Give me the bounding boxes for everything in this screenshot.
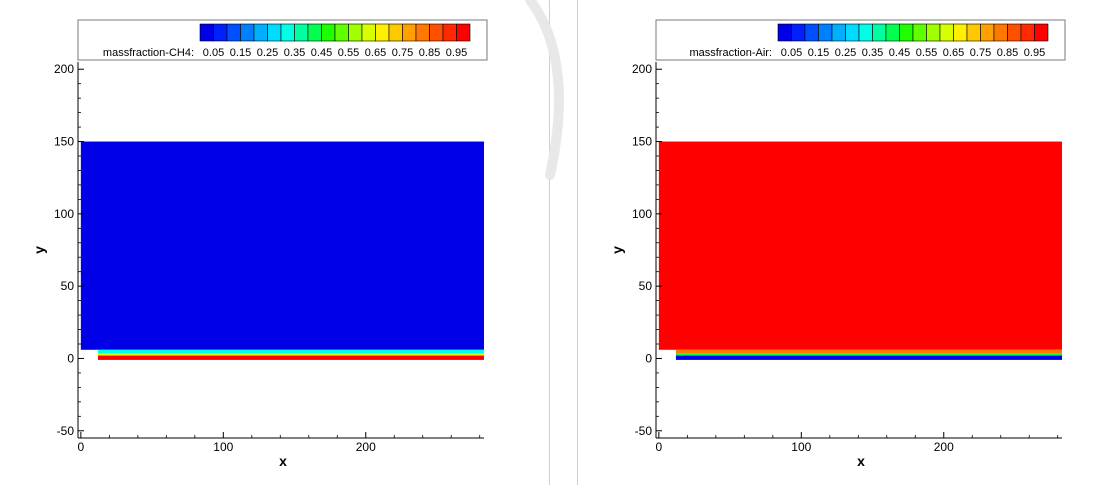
- colorbar-tick-label: 0.45: [889, 47, 910, 59]
- colorbar-swatch: [993, 23, 1008, 42]
- colorbar-swatch: [415, 23, 430, 42]
- contour-plot-ch4: massfraction-CH4: 0.05 0.15 0.25 0.35 0.45 0.5…: [31, 19, 488, 469]
- x-tick-label: 100: [213, 440, 233, 454]
- colorbar-swatch: [334, 23, 349, 42]
- y-tick-label: 200: [54, 62, 74, 76]
- colorbar-swatch: [1034, 23, 1049, 42]
- colorbar-tick-label: 0.75: [970, 47, 991, 59]
- colorbar-swatch: [858, 23, 873, 42]
- colorbar-tick-label: 0.05: [203, 47, 224, 59]
- colorbar-swatch: [226, 23, 241, 42]
- colorbar-swatch: [456, 23, 471, 42]
- field-region-upper-band: [97, 349, 485, 354]
- colorbar-swatch: [294, 23, 309, 42]
- colorbar-swatch: [375, 23, 390, 42]
- colorbar-swatch: [213, 23, 228, 42]
- x-tick-label: 200: [356, 440, 376, 454]
- colorbar-label: massfraction-Air:: [689, 47, 772, 59]
- x-axis-label: x: [279, 453, 287, 469]
- colorbar-swatch: [791, 23, 806, 42]
- colorbar-tick-label: 0.45: [311, 47, 332, 59]
- x-tick-label: 100: [791, 440, 811, 454]
- colorbar-swatch: [872, 23, 887, 42]
- colorbar-swatch: [804, 23, 819, 42]
- colorbar-tick-label: 0.35: [862, 47, 883, 59]
- colorbar-tick-label: 0.25: [835, 47, 856, 59]
- watermark-stroke: [525, 0, 564, 180]
- y-tick-label: 100: [54, 207, 74, 221]
- colorbar-swatch: [253, 23, 268, 42]
- colorbar-swatch: [939, 23, 954, 42]
- colorbar-tick-label: 0.85: [997, 47, 1018, 59]
- colorbar-tick-label: 0.55: [916, 47, 937, 59]
- x-axis-label: x: [857, 453, 865, 469]
- y-tick-label: 50: [639, 279, 653, 293]
- colorbar-swatch: [831, 23, 846, 42]
- colorbar-tick-label: 0.65: [365, 47, 386, 59]
- colorbar-swatch: [267, 23, 282, 42]
- colorbar-label: massfraction-CH4:: [103, 47, 194, 59]
- colorbar-swatch: [442, 23, 457, 42]
- y-tick-label: 150: [54, 135, 74, 149]
- colorbar-tick-label: 0.15: [230, 47, 251, 59]
- chart-panel-ch4: massfraction-CH4: 0.05 0.15 0.25 0.35 0.45 0.5…: [0, 0, 550, 485]
- colorbar-tick-label: 0.75: [392, 47, 413, 59]
- colorbar-swatch: [899, 23, 914, 42]
- x-tick-label: 0: [656, 440, 663, 454]
- colorbar-swatch: [966, 23, 981, 42]
- colorbar-swatch: [280, 23, 295, 42]
- colorbar-tick-label: 0.95: [446, 47, 467, 59]
- colorbar-tick-label: 0.35: [284, 47, 305, 59]
- y-axis-label: y: [609, 246, 625, 254]
- colorbar-swatch: [321, 23, 336, 42]
- field-region-ambient: [80, 141, 484, 350]
- field-region-jet-core: [675, 355, 1062, 360]
- colorbar-tick-label: 0.25: [257, 47, 278, 59]
- colorbar-swatch: [980, 23, 995, 42]
- colorbar-swatch: [388, 23, 403, 42]
- colorbar-swatch: [885, 23, 900, 42]
- y-tick-label: 200: [632, 62, 652, 76]
- colorbar-swatch: [361, 23, 376, 42]
- chart-panel-air: massfraction-Air: 0.05 0.15 0.25 0.35 0.45 0.5…: [577, 0, 1110, 485]
- colorbar-swatch: [199, 23, 214, 42]
- colorbar-swatch: [348, 23, 363, 42]
- y-axis-label: y: [31, 246, 47, 254]
- colorbar-tick-label: 0.55: [338, 47, 359, 59]
- colorbar-swatch: [1007, 23, 1022, 42]
- contour-plot-air: massfraction-Air: 0.05 0.15 0.25 0.35 0.45 0.5…: [609, 19, 1066, 469]
- colorbar-tick-label: 0.65: [943, 47, 964, 59]
- colorbar-swatch: [845, 23, 860, 42]
- colorbar-swatch: [953, 23, 968, 42]
- y-tick-label: 50: [61, 279, 75, 293]
- colorbar-tick-label: 0.05: [781, 47, 802, 59]
- field-region-mixing-layer: [97, 353, 485, 356]
- y-tick-label: -50: [635, 424, 653, 438]
- y-tick-label: 100: [632, 207, 652, 221]
- colorbar-swatch: [1020, 23, 1035, 42]
- colorbar-swatch: [307, 23, 322, 42]
- colorbar-swatch: [926, 23, 941, 42]
- x-tick-label: 200: [934, 440, 954, 454]
- field-region-jet-core: [97, 355, 485, 360]
- colorbar-swatch: [777, 23, 792, 42]
- colorbar-swatch: [912, 23, 927, 42]
- colorbar-swatch: [402, 23, 417, 42]
- field-region-ambient: [658, 141, 1062, 350]
- y-tick-label: 150: [632, 135, 652, 149]
- y-tick-label: -50: [57, 424, 75, 438]
- colorbar-swatch: [818, 23, 833, 42]
- field-region-mixing-layer: [675, 353, 1062, 356]
- colorbar-tick-label: 0.85: [419, 47, 440, 59]
- colorbar-tick-label: 0.95: [1024, 47, 1045, 59]
- x-tick-label: 0: [78, 440, 85, 454]
- colorbar-swatch: [240, 23, 255, 42]
- field-region-upper-band: [675, 349, 1062, 354]
- colorbar-swatch: [429, 23, 444, 42]
- y-tick-label: 0: [645, 351, 652, 365]
- y-tick-label: 0: [67, 351, 74, 365]
- colorbar-tick-label: 0.15: [808, 47, 829, 59]
